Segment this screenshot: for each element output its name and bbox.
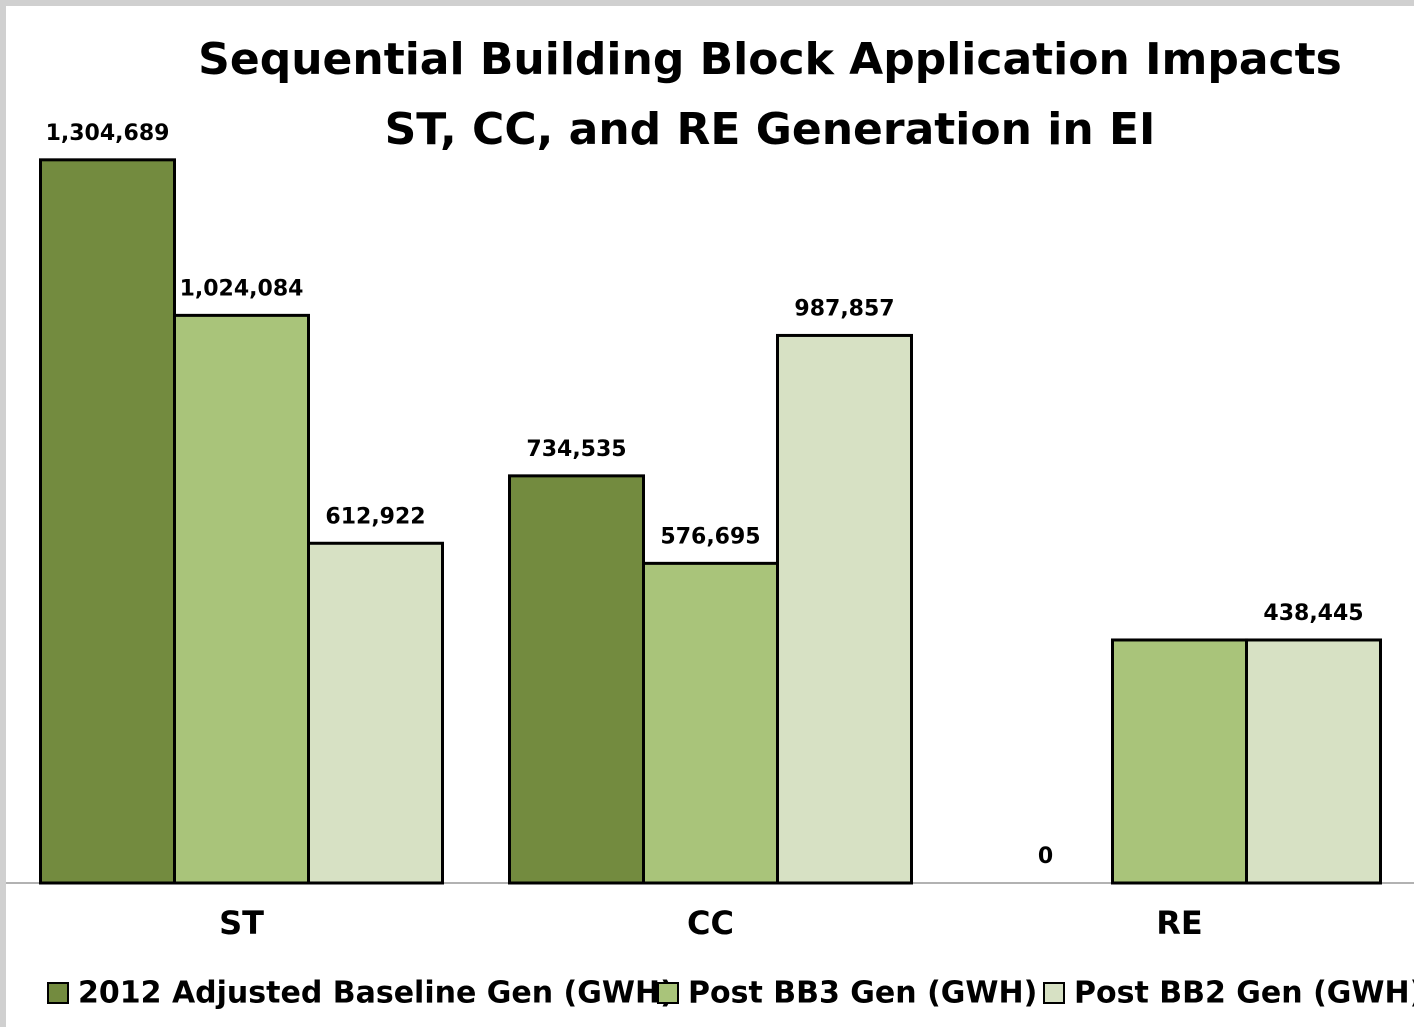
chart-title: ST, CC, and RE Generation in EI (385, 104, 1156, 155)
data-label: 1,304,689 (46, 121, 170, 146)
bar (307, 541, 444, 885)
legend-swatch (1043, 982, 1065, 1004)
bar (1111, 638, 1248, 885)
frame-top (0, 0, 1414, 6)
data-label: 734,535 (526, 437, 626, 462)
data-label: 987,857 (794, 296, 894, 321)
x-tick-label: CC (687, 904, 734, 942)
frame-left (0, 0, 6, 1027)
bar (173, 313, 310, 885)
bar (1245, 638, 1382, 885)
data-label: 0 (1038, 844, 1053, 869)
data-label: 576,695 (660, 524, 760, 549)
chart-title: Sequential Building Block Application Im… (198, 34, 1342, 85)
legend-label: Post BB2 Gen (GWH) (1074, 976, 1414, 1011)
legend-swatch (47, 982, 69, 1004)
data-label: 612,922 (325, 504, 425, 529)
data-label: 438,445 (1263, 601, 1363, 626)
x-tick-label: ST (219, 904, 264, 942)
x-tick-label: RE (1156, 904, 1203, 942)
bar (39, 158, 176, 885)
legend-label: 2012 Adjusted Baseline Gen (GWH) (78, 976, 674, 1011)
data-label: 1,024,084 (180, 276, 304, 301)
legend-swatch (657, 982, 679, 1004)
bar (508, 474, 645, 885)
bar (642, 561, 779, 885)
bar (776, 333, 913, 885)
legend-label: Post BB3 Gen (GWH) (688, 976, 1037, 1011)
